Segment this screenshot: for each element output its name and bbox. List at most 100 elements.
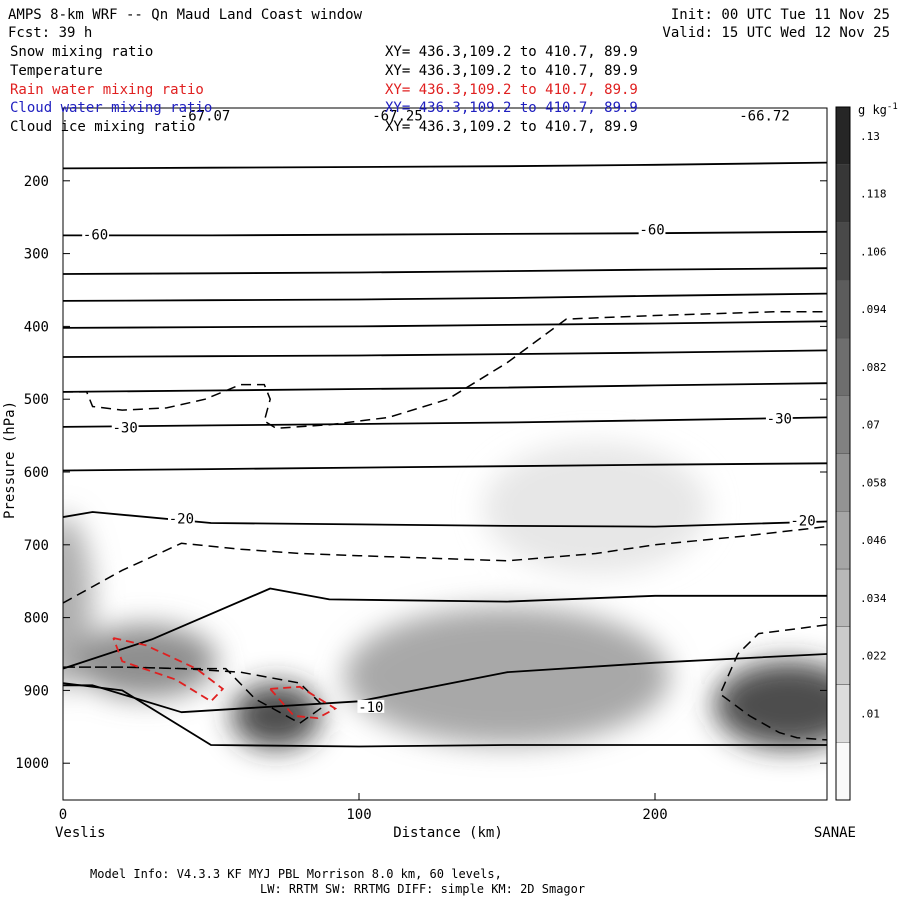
isotherm-line <box>63 230 827 237</box>
model-info-line1: Model Info: V4.3.3 KF MYJ PBL Morrison 8… <box>90 867 502 881</box>
colorbar-swatch <box>835 164 851 223</box>
legend-label-cloud-water: Cloud water mixing ratio <box>10 100 212 116</box>
isotherm-line <box>63 382 827 393</box>
colorbar-label: .13 <box>860 130 880 143</box>
isotherm-line <box>63 416 827 428</box>
legend-xy-cloud-ice: XY= 436.3,109.2 to 410.7, 89.9 <box>385 119 638 135</box>
chart-title: AMPS 8-km WRF -- Qn Maud Land Coast wind… <box>8 7 363 23</box>
legend-label-cloud-ice: Cloud ice mixing ratio <box>10 119 195 135</box>
y-tick-label: 900 <box>24 683 49 699</box>
colorbar-label: .094 <box>860 303 887 316</box>
colorbar-swatch <box>835 568 851 627</box>
snow-blob <box>483 442 709 574</box>
isotherm-label: -10 <box>358 700 383 716</box>
forecast-hour: Fcst: 39 h <box>8 25 92 41</box>
valid-time: Valid: 15 UTC Wed 12 Nov 25 <box>662 25 890 41</box>
isotherm-line <box>63 462 827 472</box>
colorbar-label: .046 <box>860 534 887 547</box>
colorbar-swatch <box>835 395 851 454</box>
colorbar-swatch <box>835 337 851 396</box>
snow-blob <box>344 606 670 746</box>
isotherm-label-bg <box>638 222 666 236</box>
legend: Snow mixing ratio XY= 436.3,109.2 to 410… <box>10 44 638 98</box>
x-end-label: SANAE <box>814 825 856 841</box>
isotherm-label-bg <box>357 699 385 713</box>
rain-water-contour <box>269 685 338 720</box>
isotherm-label: -20 <box>169 511 194 527</box>
legend-label-snow: Snow mixing ratio <box>10 44 153 60</box>
colorbar-swatch <box>835 280 851 339</box>
colorbar-swatch <box>835 106 851 165</box>
colorbar-label: .01 <box>860 707 880 720</box>
isotherm-line <box>63 320 827 329</box>
isotherm-line <box>63 511 827 528</box>
isotherm-label: -66.72 <box>739 109 790 125</box>
colorbar-label: .118 <box>860 188 887 201</box>
model-info-line2: LW: RRTM SW: RRTMG DIFF: simple KM: 2D S… <box>260 882 585 896</box>
y-axis-label: Pressure (hPa) <box>2 401 18 519</box>
legend-xy-rain: XY= 436.3,109.2 to 410.7, 89.9 <box>385 82 638 98</box>
isotherm-line <box>63 349 827 358</box>
temperature-labels: -67.07 -67.25 -66.72 -60 -60 -30 -30 -20 -20 -10 <box>82 108 817 716</box>
isotherm-label: -30 <box>767 412 792 428</box>
isotherm-label-bg <box>765 411 793 425</box>
x-axis-label: Distance (km) <box>393 825 503 841</box>
isotherm-label: -67.07 <box>180 109 231 125</box>
isotherm-line <box>63 267 827 275</box>
cloud-ice-contour <box>63 311 827 430</box>
isotherm-label-bg <box>180 108 230 122</box>
isotherm-label-bg <box>739 108 790 122</box>
y-axis: 200 300 400 500 600 700 800 900 1000 <box>15 174 827 772</box>
snow-blob <box>74 624 217 698</box>
colorbar-label: .07 <box>860 419 880 432</box>
colorbar-label: .058 <box>860 476 887 489</box>
colorbar-unit-exp: -1 <box>887 102 898 112</box>
colorbar-swatch <box>835 511 851 570</box>
y-tick-label: 800 <box>24 611 49 627</box>
x-tick-label: 200 <box>642 807 667 823</box>
y-tick-label: 300 <box>24 247 49 263</box>
y-tick-label: 200 <box>24 174 49 190</box>
isotherm-label-bg <box>372 108 423 122</box>
isotherm-label-bg <box>789 513 817 527</box>
cloud-ice-contours <box>63 311 827 741</box>
colorbar-swatch <box>835 742 851 801</box>
isotherm-label: -60 <box>639 222 664 238</box>
isotherm-label-bg <box>82 227 109 241</box>
colorbar: .01 .022 .034 .046 .058 .07 .082 .094 .106 .118 .1… <box>835 106 887 801</box>
colorbar-swatch <box>835 453 851 512</box>
y-tick-label: 400 <box>24 319 49 335</box>
rain-water-contours <box>112 637 338 720</box>
snow-blob <box>714 661 827 749</box>
colorbar-frame <box>835 106 851 801</box>
x-tick-label: 0 <box>59 807 67 823</box>
isotherm-label: -67.25 <box>372 109 423 125</box>
snow-blob <box>231 683 321 749</box>
isotherm-line <box>63 682 827 748</box>
cloud-ice-contour <box>63 525 827 604</box>
legend-label-temperature: Temperature <box>10 63 103 79</box>
colorbar-label: .082 <box>860 361 887 374</box>
x-tick-label: 100 <box>346 807 371 823</box>
legend-label-rain: Rain water mixing ratio <box>10 82 204 98</box>
isotherm-line <box>63 292 827 302</box>
snow-shading <box>63 442 827 749</box>
isotherm-label-bg <box>111 420 139 434</box>
legend-xy-temperature: XY= 436.3,109.2 to 410.7, 89.9 <box>385 63 638 79</box>
colorbar-swatch <box>835 222 851 281</box>
y-tick-label: 1000 <box>15 756 49 772</box>
isotherm-label-bg <box>168 511 195 525</box>
legend-xy-cloud-water: XY= 436.3,109.2 to 410.7, 89.9 <box>385 100 638 116</box>
colorbar-swatch <box>835 684 851 743</box>
legend-xy-snow: XY= 436.3,109.2 to 410.7, 89.9 <box>385 44 638 60</box>
isotherm-label: -20 <box>790 514 815 530</box>
y-tick-label: 700 <box>24 538 49 554</box>
init-time: Init: 00 UTC Tue 11 Nov 25 <box>671 7 890 23</box>
cloud-ice-contour <box>719 624 827 741</box>
isotherm-label: -60 <box>83 227 108 243</box>
y-tick-label: 600 <box>24 465 49 481</box>
x-axis: 0 100 200 <box>59 793 668 823</box>
colorbar-swatch <box>835 626 851 685</box>
isotherm-line <box>63 161 827 170</box>
